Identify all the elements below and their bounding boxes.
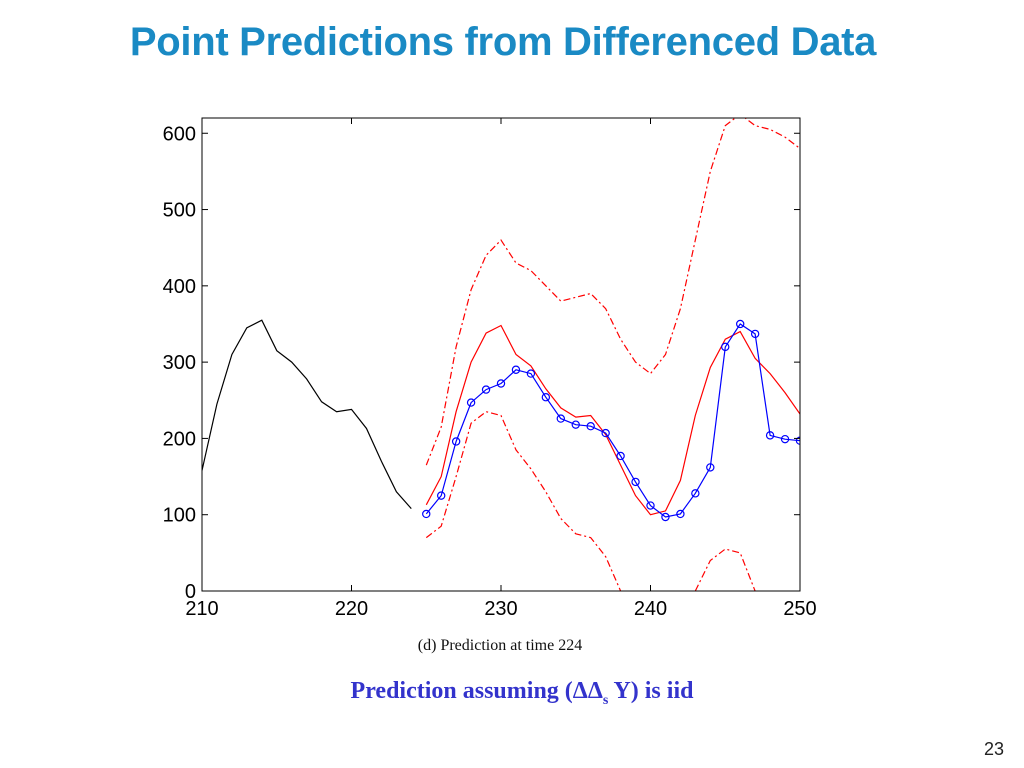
series-2-point [511,365,521,374]
y-tick-label: 400 [163,276,196,298]
x-tick-label: 230 [484,598,517,620]
y-tick-label: 100 [163,505,196,527]
y-tick-label: 300 [163,352,196,374]
series-2-point [526,369,536,378]
slide-title: Point Predictions from Differenced Data [129,20,877,64]
series-line-3 [425,118,800,466]
x-tick-label: 210 [185,598,218,620]
page-number: 23 [983,739,1004,759]
series-2-point [466,398,476,407]
subfigure-caption: (d) Prediction at time 224 [417,637,583,654]
series-line-0 [202,319,412,509]
x-tick-label: 250 [783,598,816,620]
series-2-point [676,509,685,519]
series-2-point [571,420,580,429]
series-2-point [422,509,431,519]
x-tick-label: 240 [634,598,667,620]
prediction-caption: Prediction assuming (ΔΔs Y) is iid [0,678,1024,709]
series-line-5 [694,548,756,591]
y-tick-label: 0 [185,581,196,603]
x-tick-label: 220 [335,598,368,620]
series-2-point [631,477,640,487]
prediction-caption-prefix: Prediction assuming (ΔΔ [350,678,603,704]
plot-area [202,118,800,591]
series-2-point [765,431,775,440]
series-2-point [481,385,491,394]
y-tick-label: 600 [163,123,196,145]
series-2-point [691,489,700,498]
series-line-1 [425,324,800,516]
y-tick-label: 200 [163,428,196,450]
series-2-point [496,379,506,388]
series-2-point [616,451,625,461]
prediction-caption-suffix: Y) is iid [608,678,694,704]
series-2-point [541,393,551,402]
series-2-point [750,329,760,339]
prediction-caption-subscript: s [602,692,609,708]
series-2-point [706,463,715,472]
series-2-point [661,512,670,522]
y-tick-label: 500 [163,200,196,222]
series-2-point [795,436,800,445]
series-2-point [556,414,566,423]
series-2-point [586,422,595,431]
series-2-point [601,428,610,438]
series-2-point [451,437,461,446]
series-2-point [736,319,745,329]
series-2-point [780,434,790,444]
plot-frame [201,117,801,592]
series-2-point [721,342,730,352]
series-2-point [437,491,446,500]
series-line-2 [425,323,800,518]
series-2-point [646,501,655,510]
series-line-4 [425,411,622,591]
